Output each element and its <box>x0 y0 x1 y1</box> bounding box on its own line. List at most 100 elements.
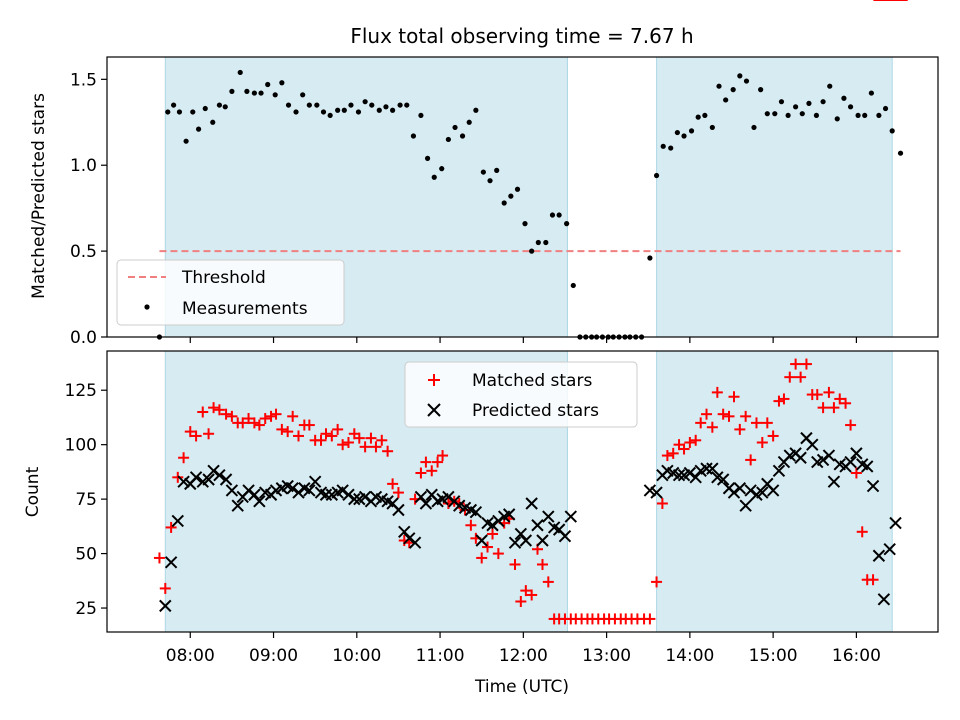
matched-star-point <box>790 358 802 370</box>
matched-star-point <box>376 434 388 446</box>
measurement-point <box>549 212 556 218</box>
matched-star-point <box>476 552 488 564</box>
measurement-point <box>383 104 389 110</box>
matched-star-point <box>208 402 220 414</box>
predicted-star-point <box>844 455 857 469</box>
predicted-star-point <box>253 495 266 508</box>
matched-star-point <box>828 402 840 414</box>
measurement-point <box>799 111 805 117</box>
bottom-x-tick-label: 14:00 <box>665 646 714 666</box>
matched-star-point <box>542 576 554 588</box>
measurement-point <box>716 83 722 89</box>
predicted-star-point <box>727 486 741 499</box>
measurement-point <box>165 109 171 115</box>
bottom-x-tick-label: 12:00 <box>499 646 548 666</box>
predicted-star-point <box>772 464 786 478</box>
matched-star-point <box>203 428 215 440</box>
predicted-star-point <box>225 484 239 497</box>
measurement-point <box>176 109 183 115</box>
matched-star-point <box>342 436 354 448</box>
matched-star-point <box>784 371 796 383</box>
predicted-star-point <box>219 473 233 486</box>
matched-star-point <box>695 417 707 429</box>
predicted-star-point <box>336 484 349 497</box>
measurement-point <box>424 155 431 161</box>
matched-star-point <box>767 430 779 442</box>
measurement-point <box>793 104 799 110</box>
bottom-x-tick-label: 13:00 <box>582 646 631 666</box>
predicted-star-point <box>492 514 505 528</box>
measurements-legend-swatch <box>144 304 150 310</box>
bottom-y-tick-label: 25 <box>75 599 97 619</box>
measurement-point <box>431 174 437 180</box>
predicted-star-point <box>202 473 215 486</box>
matched-star-point <box>840 397 852 409</box>
predicted-star-point <box>683 466 697 480</box>
measurement-point <box>813 112 820 119</box>
threshold-legend-label: Threshold <box>181 268 266 288</box>
matched-star-point <box>265 410 277 422</box>
measurement-point <box>202 105 208 112</box>
matched-star-point <box>190 430 202 442</box>
predicted-star-point <box>861 460 874 473</box>
predicted-star-point <box>207 464 220 478</box>
measurement-point <box>222 104 228 110</box>
matched-star-point <box>761 417 773 429</box>
matched-star-point <box>684 436 696 448</box>
matched-star-point <box>315 434 327 446</box>
matched-star-point <box>711 386 723 398</box>
measurements-legend-label: Measurements <box>182 299 308 319</box>
predicted-star-point <box>231 499 244 512</box>
matched-star-point <box>515 596 527 608</box>
measurement-point <box>556 212 562 218</box>
matched-star-point <box>678 443 690 455</box>
matched-star-point <box>690 434 702 446</box>
predicted-star-point <box>213 468 226 482</box>
predicted-star-point <box>889 516 902 530</box>
measurement-point <box>653 172 660 179</box>
measurement-point <box>688 128 695 134</box>
measurement-point <box>452 124 458 131</box>
predicted-star-point <box>650 486 663 499</box>
top-y-tick-label: 0.0 <box>70 328 97 348</box>
measurement-point <box>210 119 216 125</box>
measurement-point <box>459 133 466 139</box>
predicted-star-point <box>564 510 578 523</box>
predicted-star-point <box>486 519 499 532</box>
measurement-point <box>681 133 687 139</box>
measurement-point <box>293 109 299 115</box>
measurement-point <box>190 109 196 115</box>
measurement-point <box>862 112 868 119</box>
matched-star-point <box>370 441 382 453</box>
predicted-star-point <box>159 599 172 613</box>
measurement-point <box>265 81 271 88</box>
matched-legend-swatch <box>428 374 440 386</box>
matched-star-point <box>387 478 399 490</box>
matched-star-point <box>834 393 846 405</box>
bottom-y-tick-label: 125 <box>65 381 97 401</box>
matched-star-point <box>337 439 349 451</box>
matched-star-point <box>795 371 807 383</box>
measurement-point <box>709 124 715 131</box>
top-legend-box <box>116 259 345 326</box>
predicted-star-point <box>177 475 190 488</box>
predicted-star-point <box>248 488 261 501</box>
top-y-axis-label: Matched/Predicted stars <box>29 93 49 299</box>
matched-star-point <box>365 432 377 444</box>
measurement-point <box>834 116 840 122</box>
predicted-star-point <box>403 532 416 545</box>
measurement-point <box>404 102 410 108</box>
matched-star-point <box>717 408 729 420</box>
measurement-point <box>439 166 445 172</box>
top-y-tick-label: 1.0 <box>70 156 97 176</box>
matched-star-point <box>492 548 504 560</box>
predicted-star-point <box>744 484 757 497</box>
measurement-point <box>743 78 750 84</box>
matched-star-point <box>197 406 209 418</box>
matched-star-point <box>750 417 762 429</box>
matched-legend-label: Matched stars <box>472 371 592 391</box>
bottom-legend: Matched stars Predicted stars <box>404 361 638 428</box>
measurement-point <box>376 107 382 113</box>
predicted-star-point <box>514 527 528 541</box>
